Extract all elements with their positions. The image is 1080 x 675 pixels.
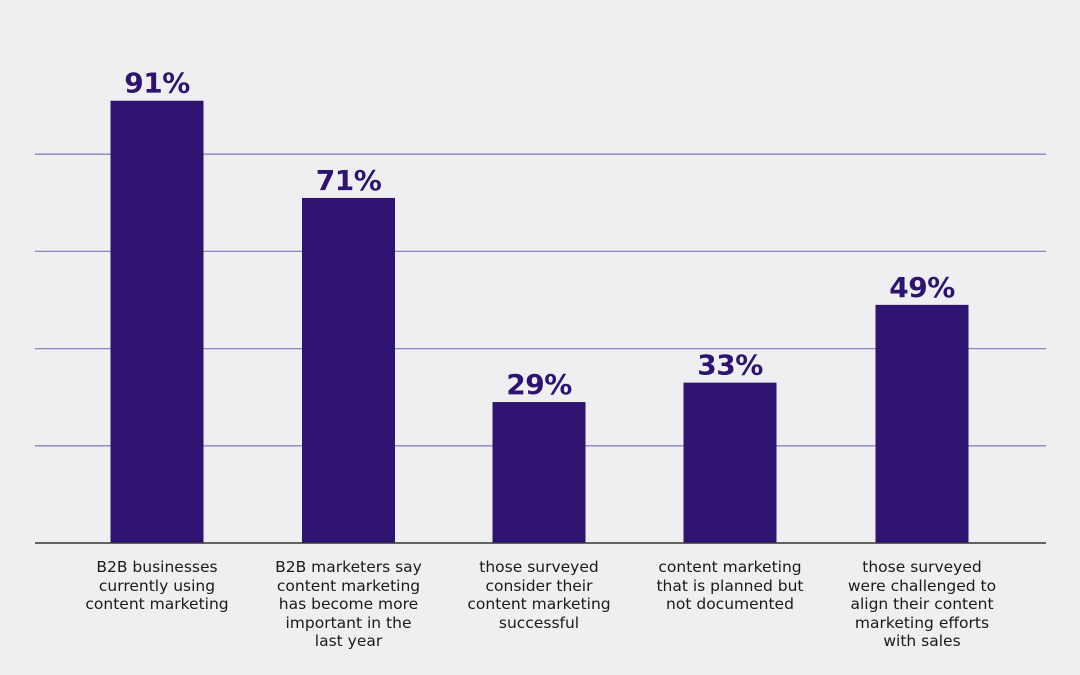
bar: [875, 304, 969, 543]
category-label: B2B businesses currently using content m…: [85, 558, 229, 613]
bar: [492, 402, 586, 543]
category-label: those surveyed consider their content ma…: [467, 558, 611, 632]
bar: [110, 100, 204, 544]
category-label: content marketing that is planned but no…: [656, 558, 804, 613]
bar: [683, 382, 777, 543]
bar-value-label: 49%: [889, 271, 955, 304]
bar-value-label: 71%: [316, 164, 382, 197]
bar-value-label: 33%: [697, 349, 763, 382]
category-label: B2B marketers say content marketing has …: [275, 558, 422, 650]
bar-value-label: 91%: [124, 67, 190, 100]
bar-value-label: 29%: [506, 368, 572, 401]
category-label: those surveyed were challenged to align …: [847, 558, 997, 650]
value-labels: 91% 71% 29% 33% 49%: [124, 67, 955, 401]
bars: [110, 100, 969, 544]
bar: [302, 197, 395, 543]
